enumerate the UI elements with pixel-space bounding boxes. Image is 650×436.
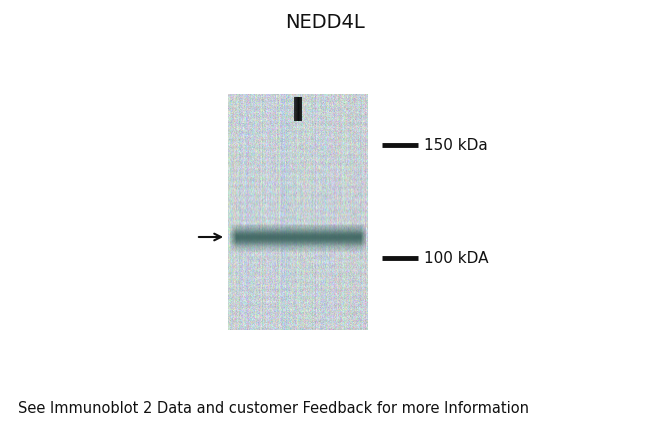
- Text: 100 kDA: 100 kDA: [424, 251, 489, 266]
- Text: 150 kDa: 150 kDa: [424, 137, 488, 153]
- Text: See Immunoblot 2 Data and customer Feedback for more Information: See Immunoblot 2 Data and customer Feedb…: [18, 401, 529, 416]
- Text: NEDD4L: NEDD4L: [285, 13, 365, 31]
